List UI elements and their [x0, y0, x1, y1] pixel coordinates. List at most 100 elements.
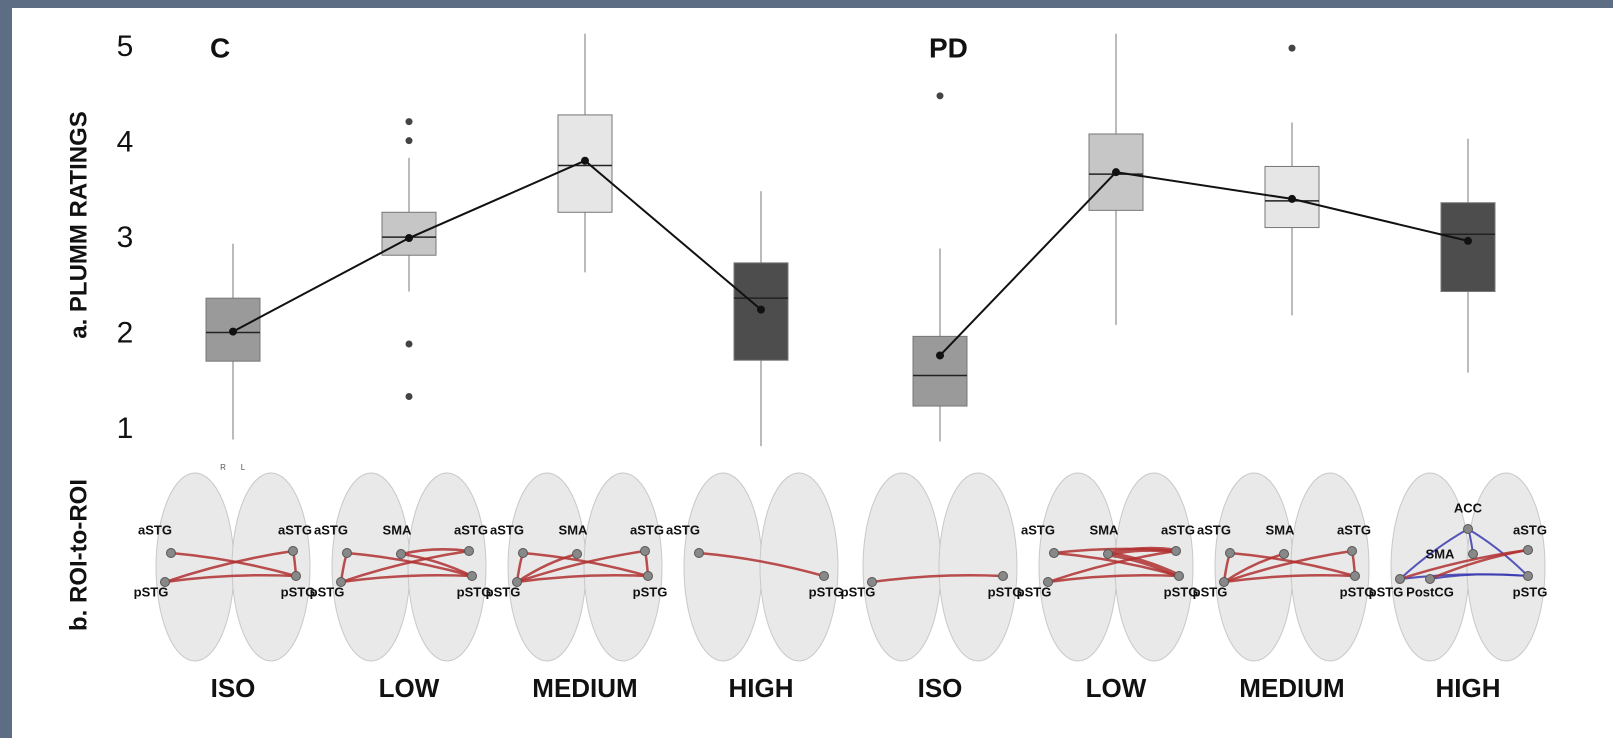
roi-name: aSTG [314, 522, 348, 537]
orientation-label: L [241, 463, 246, 472]
panel-title: C [210, 32, 230, 63]
mean-point [1464, 236, 1472, 245]
roi-node [1219, 577, 1229, 587]
connection [400, 548, 470, 556]
connection [400, 552, 473, 578]
roi-name: aSTG [1513, 522, 1547, 537]
roi-name: pSTG [988, 584, 1023, 599]
connection [1047, 574, 1180, 584]
outlier [405, 393, 413, 400]
roi-name: pSTG [310, 584, 345, 599]
roi-name: SMA [383, 522, 413, 537]
roi-name: pSTG [809, 584, 844, 599]
roi-name: pSTG [1513, 584, 1548, 599]
connection [164, 549, 294, 584]
mean-point [757, 305, 765, 314]
roi-node [640, 546, 650, 556]
y-tick-label: 4 [117, 125, 134, 158]
connection [516, 552, 578, 584]
roi-name: aSTG [278, 522, 312, 537]
roi-node [1523, 571, 1533, 581]
x-tick-label: HIGH [729, 673, 794, 703]
orientation-label: R [220, 463, 226, 472]
roi-node [1103, 549, 1113, 559]
brain-hemisphere [155, 472, 235, 662]
roi-node [467, 571, 477, 581]
mean-point [229, 327, 237, 336]
y-tick-label: 3 [117, 221, 134, 254]
roi-node [998, 571, 1008, 581]
connection [1223, 574, 1356, 584]
brain-hemisphere [1466, 472, 1546, 662]
roi-name: aSTG [630, 522, 664, 537]
mean-point [1288, 194, 1296, 203]
roi-node [1347, 546, 1357, 556]
x-tick-label: LOW [379, 673, 440, 703]
roi-name: pSTG [1017, 584, 1052, 599]
connection [1399, 528, 1469, 580]
roi-name: SMA [1266, 522, 1296, 537]
connection [516, 549, 646, 584]
x-tick-label: LOW [1086, 673, 1147, 703]
connection [698, 551, 825, 578]
roi-name: aSTG [490, 522, 524, 537]
outlier [1288, 44, 1296, 52]
panel-title: PD [929, 32, 968, 63]
roi-name: pSTG [1164, 584, 1199, 599]
brain-hemisphere [231, 472, 311, 662]
roi-node [288, 546, 298, 556]
y-tick-label: 5 [117, 30, 134, 63]
outlier [936, 92, 944, 100]
roi-name: pSTG [457, 584, 492, 599]
box [1440, 202, 1496, 293]
x-tick-label: MEDIUM [532, 673, 637, 703]
mean-point [1112, 168, 1120, 177]
roi-node [694, 548, 704, 558]
roi-node [291, 571, 301, 581]
roi-name: pSTG [134, 584, 169, 599]
x-tick-label: MEDIUM [1239, 673, 1344, 703]
roi-name: pSTG [1369, 584, 1404, 599]
roi-node [1523, 545, 1533, 555]
roi-node [342, 548, 352, 558]
roi-node [1279, 549, 1289, 559]
connection [1223, 552, 1285, 584]
roi-node [1171, 546, 1181, 556]
mean-point [581, 156, 589, 165]
brain-hemisphere [1038, 472, 1118, 662]
brain-hemisphere [407, 472, 487, 662]
roi-name: aSTG [138, 522, 172, 537]
roi-name: SMA [1426, 546, 1456, 561]
roi-name: SMA [1090, 522, 1120, 537]
connection [516, 574, 649, 584]
roi-node [166, 548, 176, 558]
connection [340, 574, 473, 584]
roi-name: aSTG [1337, 522, 1371, 537]
roi-node [1395, 574, 1405, 584]
mean-point [936, 351, 944, 360]
roi-node [1049, 548, 1059, 558]
connection [871, 574, 1004, 584]
connection [1429, 573, 1529, 580]
outlier [405, 340, 413, 348]
roi-name: aSTG [454, 522, 488, 537]
y-tick-label: 1 [117, 412, 134, 445]
mean-line [232, 159, 762, 333]
connection [340, 549, 470, 584]
roi-name: PostCG [1406, 584, 1454, 599]
x-tick-label: ISO [211, 673, 256, 703]
connection [1047, 549, 1177, 584]
roi-name: SMA [559, 522, 589, 537]
roi-name: pSTG [486, 584, 521, 599]
roi-node [512, 577, 522, 587]
y-tick-label: 2 [117, 316, 134, 349]
roi-name: pSTG [281, 584, 316, 599]
roi-name: pSTG [1193, 584, 1228, 599]
roi-name: pSTG [1340, 584, 1375, 599]
roi-node [396, 549, 406, 559]
roi-name: pSTG [633, 584, 668, 599]
roi-node [160, 577, 170, 587]
x-tick-label: HIGH [1436, 673, 1501, 703]
